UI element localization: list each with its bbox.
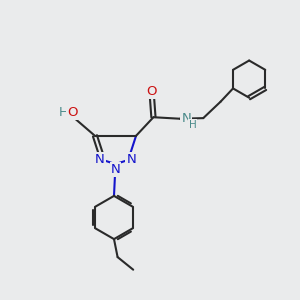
Text: N: N (126, 153, 136, 166)
Text: N: N (111, 163, 120, 176)
Text: H: H (189, 120, 196, 130)
Text: N: N (95, 153, 105, 166)
Text: N: N (181, 112, 191, 124)
Text: H: H (58, 106, 68, 119)
Text: O: O (147, 85, 157, 98)
Text: O: O (67, 106, 77, 119)
